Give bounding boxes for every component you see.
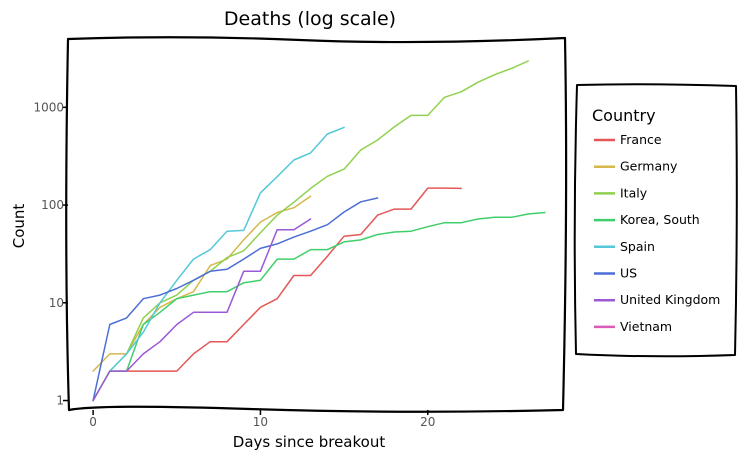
legend-label: Italy [620,185,648,200]
legend-label: France [620,132,662,147]
series-line-5 [92,197,379,402]
ticks-layer: 1 10 100 1000 0 10 20 [33,100,435,429]
legend-label: United Kingdom [620,292,720,307]
legend-label: Germany [620,159,678,174]
x-tick-label: 20 [420,415,435,429]
series-line-3 [92,211,546,402]
y-tick-label: 100 [41,198,64,212]
series-line-0 [109,187,462,372]
y-tick-label: 1000 [33,100,64,114]
legend-label: Korea, South [620,212,700,227]
x-tick-label: 0 [89,415,97,429]
series-layer [92,60,546,402]
series-line-6 [92,218,312,402]
chart-title: Deaths (log scale) [224,8,396,30]
legend-label: Spain [620,239,655,254]
y-axis-label: Count [10,204,28,249]
legend-label: Vietnam [620,319,672,334]
legend: France Germany Italy Korea, South Spain US Uni… [594,132,720,334]
y-tick-label: 1 [56,394,64,408]
legend-label: US [620,266,637,281]
series-line-1 [92,195,312,372]
legend-title: Country [592,106,656,125]
plot-frame [65,36,568,413]
x-tick-label: 10 [253,415,268,429]
series-line-2 [92,60,529,402]
series-line-4 [109,126,345,372]
legend-frame [573,83,738,358]
x-axis-label: Days since breakout [233,433,386,451]
y-tick-label: 10 [49,296,64,310]
